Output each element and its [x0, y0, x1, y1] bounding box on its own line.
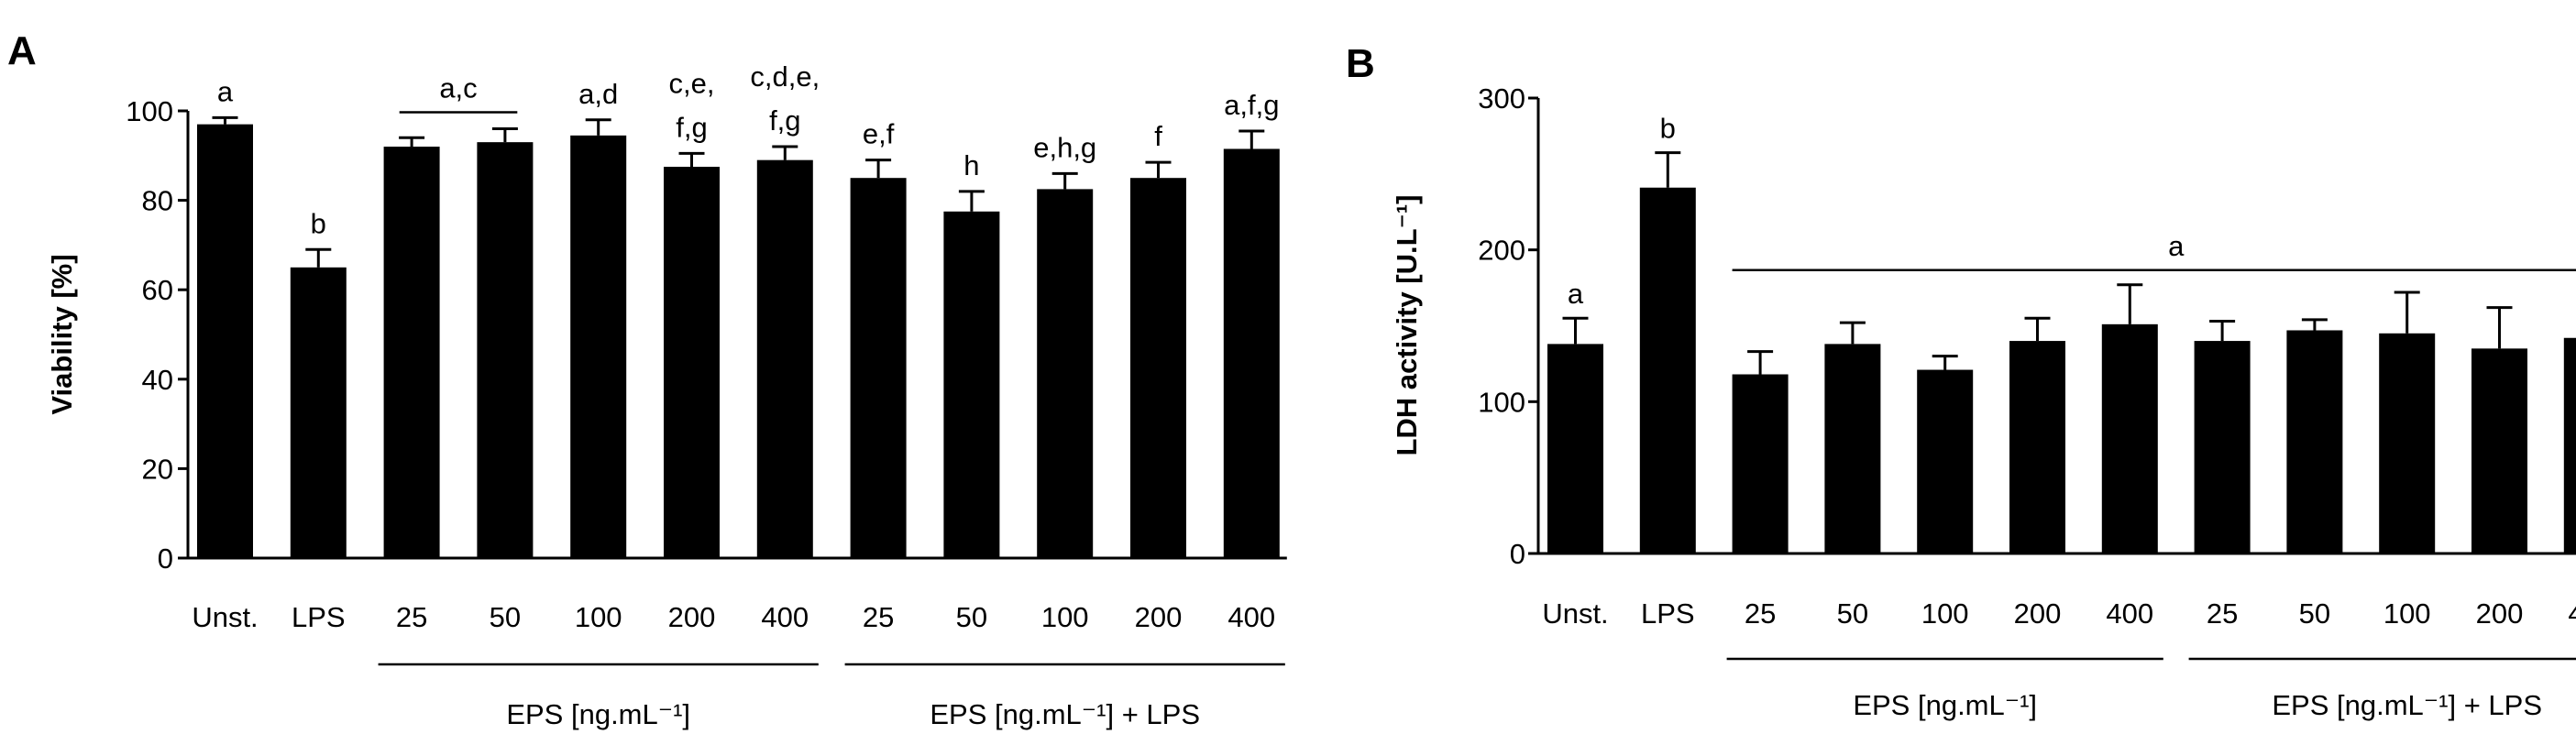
panel-a-significance-label: f,g [676, 111, 707, 143]
panel-a-category-label: 50 [490, 601, 521, 633]
panel-a-significance-label: a [217, 75, 234, 107]
panel-b-bar [1639, 187, 1696, 553]
panel-a-category-label: 25 [863, 601, 894, 633]
panel-b-bar [1824, 344, 1881, 553]
panel-a-letter: A [7, 28, 37, 73]
panel-b-group-label: EPS [ng.mL⁻¹] [1853, 689, 2037, 721]
panel-a-bar [664, 167, 720, 558]
panel-b-bar [2379, 333, 2436, 553]
panel-a-bar [197, 124, 253, 558]
panel-a-category-label: Unst. [192, 601, 258, 633]
panel-b-significance-label: b [1660, 113, 1676, 145]
panel-b-category-label: LPS [1641, 597, 1695, 630]
panel-a-category-label: 100 [1041, 601, 1089, 633]
panel-b-ldh-chart: B LDH activity [U.L⁻¹] 0 100 200 300 Unst. LPS 2… [1346, 41, 2576, 721]
panel-a-significance-label: c,d,e, [750, 60, 820, 93]
panel-a-significance-label: a,c [439, 72, 477, 104]
panel-b-bar [2009, 341, 2065, 553]
panel-a-bar [850, 178, 907, 558]
panel-a-bar [383, 147, 440, 559]
panel-a-significance-label: f,g [769, 104, 800, 137]
panel-a-category-label: 200 [668, 601, 716, 633]
panel-a-y-tick-label: 20 [142, 453, 173, 485]
panel-a-bar [570, 135, 627, 558]
panel-b-significance-label: a [2168, 230, 2185, 262]
panel-a-bar [1037, 189, 1094, 558]
panel-b-category-label: 200 [2476, 597, 2524, 630]
panel-b-y-tick-label: 300 [1478, 82, 1525, 115]
panel-b-category-label: 200 [2014, 597, 2062, 630]
panel-b-bar [2563, 337, 2576, 553]
panel-b-category-label: 400 [2568, 597, 2576, 630]
panel-a-category-label: 400 [761, 601, 809, 633]
panel-a-category-label: 400 [1227, 601, 1275, 633]
panel-b-y-tick-label: 200 [1478, 235, 1525, 267]
panel-a-category-label: 25 [396, 601, 427, 633]
panel-a-group-label: EPS [ng.mL⁻¹] [506, 698, 690, 730]
panel-b-y-tick-label: 0 [1510, 538, 1525, 570]
panel-b-category-label: 50 [1837, 597, 1868, 630]
panel-a-bar [756, 159, 813, 558]
panel-a-bar [477, 142, 534, 558]
panel-b-bar [1732, 374, 1789, 553]
panel-a-significance-label: f [1154, 120, 1162, 152]
panel-b-significance-label: a [1568, 278, 1584, 310]
panel-a-bar [290, 267, 347, 558]
panel-a-significance-label: a,f,g [1224, 89, 1279, 121]
panel-a-bar [1223, 148, 1280, 559]
panel-a-category-label: 200 [1135, 601, 1183, 633]
panel-b-bar [2286, 330, 2343, 553]
panel-a-y-tick-label: 80 [142, 185, 173, 217]
panel-a-y-tick-label: 0 [158, 542, 173, 575]
panel-b-category-label: 100 [1921, 597, 1969, 630]
panel-a-significance-label: b [311, 207, 326, 239]
panel-b-bar [1547, 344, 1603, 553]
panel-b-bar [2471, 348, 2527, 553]
panel-a-significance-label: h [963, 149, 979, 181]
panel-a-category-label: LPS [292, 601, 346, 633]
panel-a-y-axis-title: Viability [%] [46, 254, 78, 414]
panel-a-y-tick-label: 100 [126, 95, 173, 127]
panel-a-bar [943, 211, 1000, 559]
panel-a-significance-label: e,h,g [1033, 131, 1096, 163]
panel-a-category-label: 100 [575, 601, 622, 633]
panel-b-bar [2101, 323, 2158, 553]
panel-b-letter: B [1346, 41, 1375, 86]
panel-b-category-label: Unst. [1542, 597, 1608, 630]
panel-a-y-tick-label: 60 [142, 274, 173, 306]
panel-b-bar [1917, 369, 1974, 553]
panel-a-group-label: EPS [ng.mL⁻¹] + LPS [930, 698, 1200, 730]
panel-a-bar [1130, 178, 1186, 558]
panel-a-significance-label: c,e, [669, 67, 715, 99]
panel-b-category-label: 50 [2299, 597, 2330, 630]
panel-a-category-label: 50 [956, 601, 987, 633]
panel-b-category-label: 400 [2106, 597, 2153, 630]
panel-a-viability-chart: A Viability [%] 0 20 40 60 80 100 Unst. LPS 25 50 10… [7, 28, 1287, 730]
panel-b-group-label: EPS [ng.mL⁻¹] + LPS [2272, 689, 2542, 721]
panel-b-y-tick-label: 100 [1478, 386, 1525, 418]
panel-b-category-label: 100 [2383, 597, 2431, 630]
panel-a-y-tick-label: 40 [142, 364, 173, 396]
panel-a-significance-label: e,f [863, 118, 895, 150]
panel-b-y-axis-title: LDH activity [U.L⁻¹] [1391, 194, 1423, 455]
panel-a-significance-label: a,d [578, 78, 618, 110]
panel-b-category-label: 25 [1745, 597, 1776, 630]
panel-b-category-label: 25 [2207, 597, 2238, 630]
panel-b-bar [2194, 341, 2251, 553]
